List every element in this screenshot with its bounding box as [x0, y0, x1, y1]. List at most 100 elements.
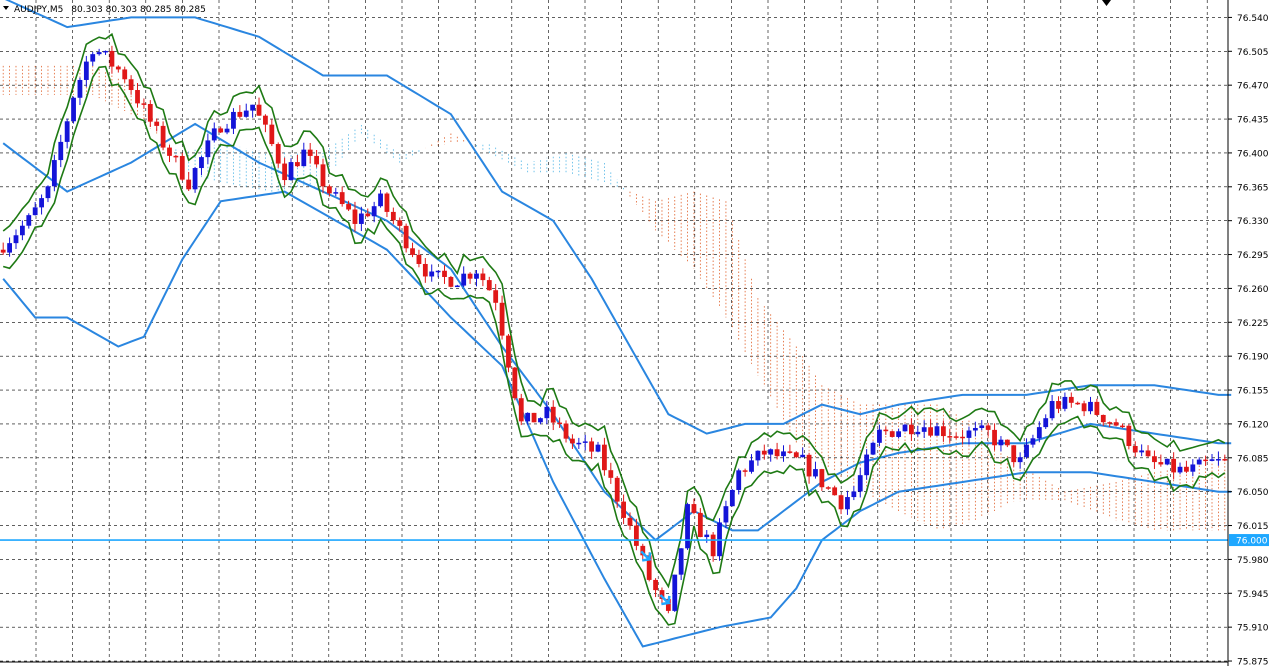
candle-body [749, 460, 754, 472]
y-tick-label: 76.330 [1237, 217, 1269, 227]
candle-body [448, 276, 454, 287]
candle-body [96, 52, 102, 55]
candle-body [1203, 459, 1209, 462]
candle-body [442, 270, 447, 277]
candle-body [1113, 422, 1119, 426]
y-tick-label: 76.155 [1237, 387, 1269, 397]
candle-body [781, 451, 786, 457]
candle-body [378, 193, 383, 207]
candle-body [365, 213, 371, 217]
candle-body [909, 424, 914, 435]
candle-body [838, 495, 844, 510]
candle-body [454, 285, 460, 288]
candle-body [282, 163, 288, 181]
candle-body [422, 263, 428, 277]
candle-body [1024, 444, 1029, 458]
candle-body [384, 193, 390, 212]
candle-body [877, 429, 882, 443]
candle-body [1222, 459, 1228, 461]
candle-body [640, 545, 646, 556]
price-envelope [2, 32, 1226, 626]
y-tick-label: 76.015 [1237, 522, 1269, 532]
candle-body [1107, 422, 1113, 424]
candle-body [851, 491, 857, 498]
candle-body [435, 270, 441, 273]
candle-body [288, 162, 294, 181]
candle-body [1100, 414, 1106, 423]
candle-body [314, 155, 319, 165]
candle-body [742, 470, 748, 472]
candle-body [665, 598, 671, 611]
candle-body [633, 525, 639, 546]
candle-body [486, 280, 492, 291]
candle-body [71, 97, 76, 122]
candle-body [1145, 450, 1151, 457]
candle-body [621, 501, 626, 518]
candle-body [806, 454, 812, 477]
candle-body [371, 206, 377, 217]
y-tick-label: 75.875 [1237, 658, 1269, 666]
candle-body [857, 475, 863, 492]
candle-body [940, 426, 946, 437]
candle-body [167, 147, 172, 156]
candle-body [19, 225, 25, 236]
candle-body [32, 207, 38, 216]
candle-body [1164, 458, 1170, 465]
candle-body [480, 273, 486, 281]
candle-body [697, 512, 703, 538]
candles [0, 45, 1228, 614]
candle-body [39, 198, 44, 208]
candle-body [557, 422, 563, 425]
candle-body [1132, 445, 1138, 453]
candle-body [135, 90, 140, 104]
candle-body [1062, 396, 1068, 409]
candle-body [250, 104, 256, 111]
candle-body [755, 450, 761, 461]
symbol-dropdown-icon[interactable] [3, 6, 9, 10]
candle-body [576, 442, 582, 445]
candle-body [295, 162, 300, 167]
candle-body [928, 427, 933, 436]
candle-body [819, 469, 825, 488]
candle-body [390, 211, 396, 221]
candle-body [678, 548, 684, 575]
candle-body [26, 215, 32, 226]
candle-body [761, 450, 767, 455]
candle-body [1075, 402, 1081, 405]
level-label-background [1229, 534, 1269, 547]
candle-body [883, 429, 889, 432]
y-tick-label: 76.435 [1237, 116, 1269, 126]
candle-body [109, 50, 115, 67]
candle-body [205, 140, 211, 158]
candle-body [141, 103, 147, 105]
candle-body [461, 273, 467, 286]
y-tick-label: 76.505 [1237, 48, 1269, 58]
candle-body [608, 470, 614, 478]
candle-body [83, 61, 89, 80]
candle-body [429, 271, 435, 277]
candle-body [691, 504, 697, 513]
candle-body [339, 192, 345, 205]
candle-body [793, 452, 799, 458]
candle-body [832, 487, 838, 496]
candle-body [128, 79, 134, 91]
y-tick-label: 76.190 [1237, 353, 1269, 363]
candle-body [550, 406, 556, 423]
chart-header: AUDJPY,M5 80.303 80.303 80.285 80.285 [14, 5, 206, 15]
candle-body [627, 517, 633, 526]
candle-body [1036, 427, 1042, 439]
candle-body [825, 487, 831, 489]
horizontal-price-line[interactable]: 76.000 [0, 534, 1269, 547]
candle-body [646, 555, 652, 580]
candle-body [320, 164, 326, 187]
candle-body [160, 125, 166, 148]
candle-body [231, 111, 236, 129]
shift-marker-icon[interactable] [1102, 0, 1111, 6]
candle-body [1088, 401, 1093, 412]
candle-body [659, 590, 665, 599]
candle-body [307, 149, 313, 156]
candle-body [397, 220, 403, 226]
candle-body [326, 186, 332, 194]
